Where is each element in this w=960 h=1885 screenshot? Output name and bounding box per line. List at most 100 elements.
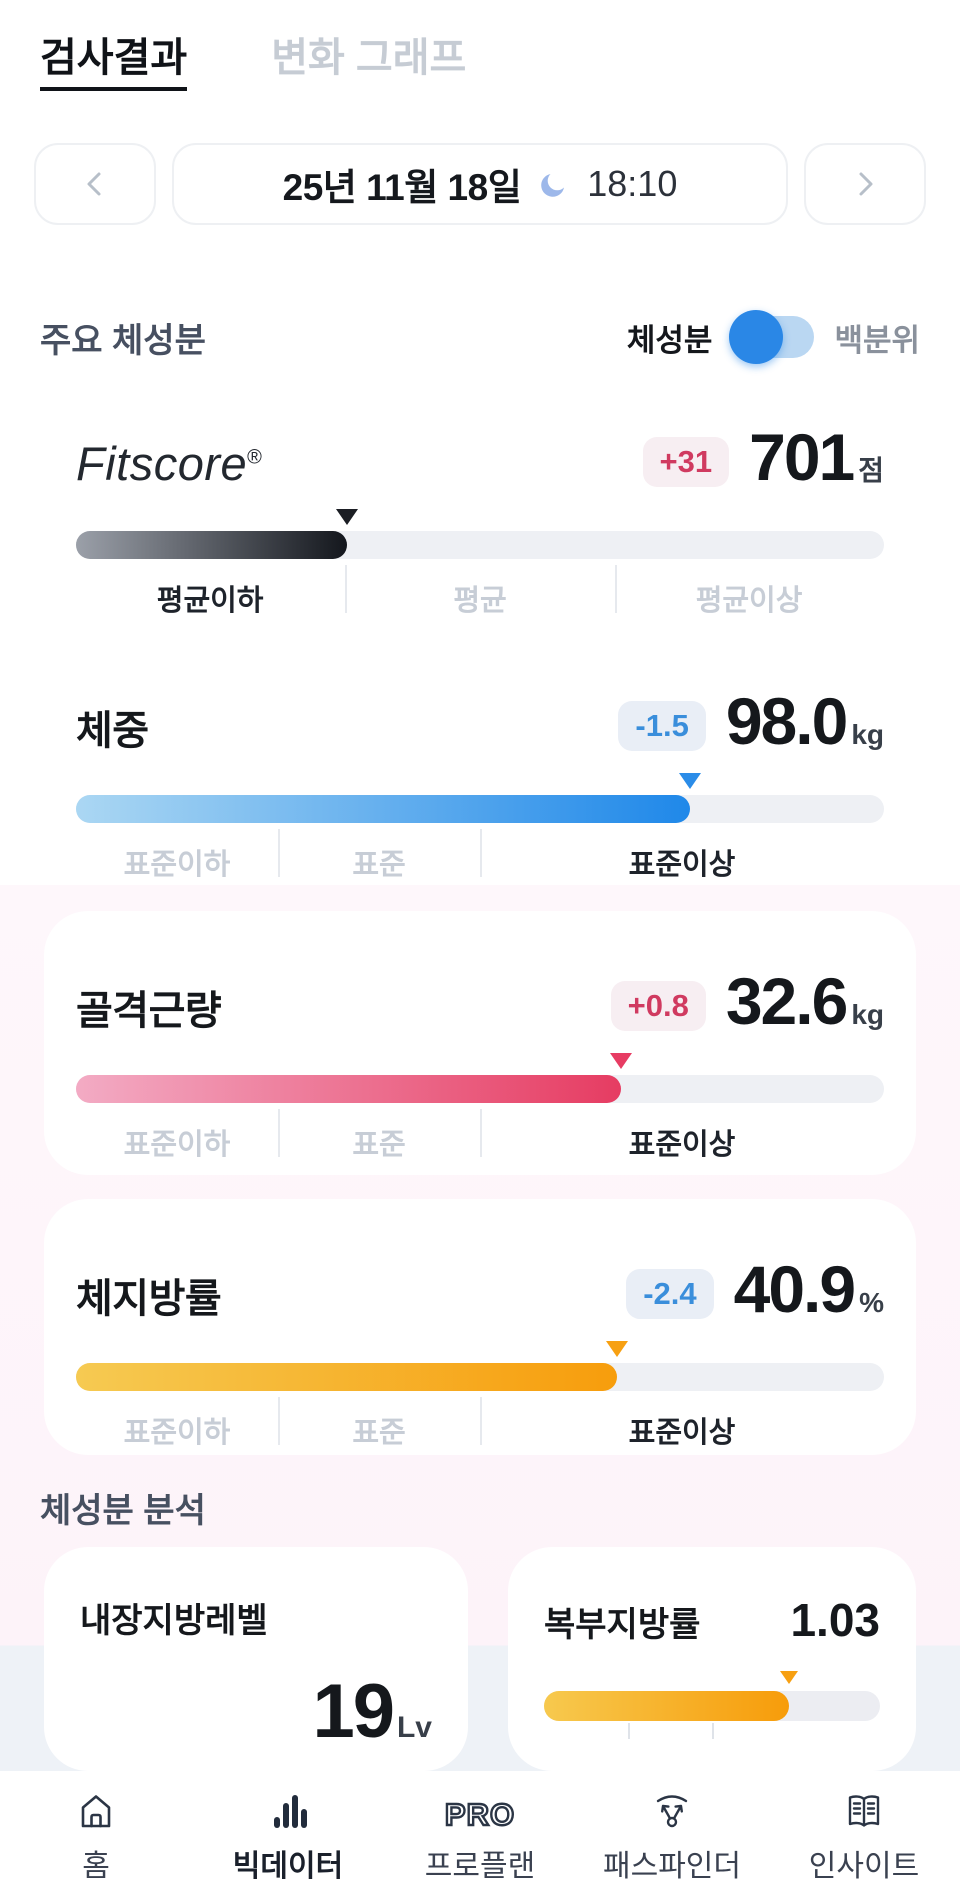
muscle-card: 골격근량 +0.8 32.6 kg 표준이하 표준 표준이상 [44,911,916,1175]
abdominal-fat-head: 복부지방률 1.03 [544,1593,880,1647]
chevron-left-icon [80,164,110,204]
zone-divider [480,1397,482,1445]
gauge-track [76,1341,884,1391]
zone-label: 평균이하 [156,585,264,617]
composition-percentile-toggle-group: 체성분 백분위 [626,310,920,364]
visceral-fat-label: 내장지방레벨 [80,1602,268,1640]
metric-head: Fitscore® +31 701 점 [76,419,884,495]
top-tabs: 검사결과 변화 그래프 [40,34,920,91]
tinted-lower-band: 골격근량 +0.8 32.6 kg 표준이하 표준 표준이상 체지방률 [0,885,960,1771]
delta-badge: +31 [642,437,730,487]
zone-label: 표준 [352,1129,406,1161]
metric-value-group: -2.4 40.9 % [626,1251,884,1327]
analysis-section-title: 체성분 분석 [40,1492,206,1530]
toggle-right-label[interactable]: 백분위 [834,322,920,358]
zone-label: 표준이상 [628,849,736,881]
nav-item-proplan[interactable]: PRO 프로플랜 [384,1771,576,1885]
metric-unit: kg [851,999,884,1030]
metric-head: 골격근량 +0.8 32.6 kg [76,963,884,1039]
toggle-knob [729,310,784,364]
metric-unit: 점 [858,455,884,486]
metric-name: 체중 [76,709,149,753]
gauge-fill [76,531,347,559]
gauge-zones: 표준이하 표준 표준이상 [76,1109,884,1165]
bar-chart-icon [266,1785,310,1833]
date-text: 25년 11월 18일 [282,167,522,208]
nav-label: 패스파인더 [603,1850,741,1883]
metric-value-group: +31 701 점 [642,419,884,495]
analysis-cards-row: 내장지방레벨 19 Lv 복부지방률 1.03 [44,1547,916,1771]
gauge-zones: 평균이하 평균 평균이상 [76,565,884,621]
nav-item-bigdata[interactable]: 빅데이터 [192,1771,384,1885]
gauge-zones: 표준이하 표준 표준이상 [76,829,884,885]
pro-badge-icon: PRO [444,1796,516,1833]
next-date-button[interactable] [804,143,926,225]
metric-value-group: -1.5 98.0 kg [618,683,884,759]
metric-value: 701 [749,420,855,494]
zone-divider [614,565,617,613]
zone-label: 표준이하 [123,1129,231,1161]
zone-label: 표준 [352,1417,406,1449]
metric-name: 체지방률 [76,1277,222,1321]
nav-item-home[interactable]: 홈 [0,1771,192,1885]
home-icon [74,1785,118,1833]
toggle-left-label[interactable]: 체성분 [626,322,713,358]
delta-badge: -2.4 [626,1269,714,1319]
book-icon [842,1785,886,1833]
chevron-right-icon [850,164,880,204]
date-display[interactable]: 25년 11월 18일 18:10 [172,143,788,225]
nav-item-insight[interactable]: 인사이트 [768,1771,960,1885]
view-mode-toggle[interactable] [729,310,815,364]
metric-bodyfat: 체지방률 -2.4 40.9 % 표준이하 표준 표준이상 [76,1251,884,1453]
metric-head: 체중 -1.5 98.0 kg [76,683,884,759]
abdominal-gauge-ticks [544,1721,880,1743]
metric-fitscore: Fitscore® +31 701 점 평균이하 평균 평균이상 [0,419,960,621]
moon-icon [537,167,571,201]
bodyfat-card: 체지방률 -2.4 40.9 % 표준이하 표준 표준이상 [44,1199,916,1455]
metric-muscle: 골격근량 +0.8 32.6 kg 표준이하 표준 표준이상 [76,963,884,1165]
main-section-header: 주요 체성분 체성분 백분위 [40,310,920,364]
nav-item-pathfinder[interactable]: 패스파인더 [576,1771,768,1885]
zone-divider [345,565,348,613]
registered-mark: ® [247,446,263,469]
abdominal-fat-value: 1.03 [790,1594,880,1646]
gauge-marker [679,773,702,789]
pathfinder-icon [650,1785,694,1833]
visceral-fat-unit: Lv [396,1711,432,1744]
gauge-marker [606,1341,629,1357]
nav-label: 프로플랜 [424,1850,536,1883]
zone-label: 표준이상 [628,1129,736,1161]
metric-value: 32.6 [725,964,848,1038]
fitscore-logo: Fitscore® [76,437,263,490]
gauge-marker [610,1053,633,1069]
time-text: 18:10 [587,163,678,204]
zone-label: 표준 [352,849,406,881]
visceral-fat-value: 19 [312,1669,395,1754]
abdominal-fat-card: 복부지방률 1.03 [508,1547,916,1771]
zone-divider [278,829,280,877]
delta-badge: -1.5 [618,701,706,751]
zone-divider [278,1109,280,1157]
tab-change-graph[interactable]: 변화 그래프 [271,36,467,80]
gauge-zones: 표준이하 표준 표준이상 [76,1397,884,1453]
zone-label: 표준이하 [123,1417,231,1449]
gauge-track [76,509,884,559]
metric-unit: kg [851,719,884,750]
tab-test-results[interactable]: 검사결과 [40,34,188,91]
metric-value: 40.9 [733,1252,856,1326]
abdominal-gauge-track [544,1671,880,1721]
date-navigation: 25년 11월 18일 18:10 [34,143,926,225]
zone-divider [480,829,482,877]
prev-date-button[interactable] [34,143,156,225]
gauge-fill [76,795,691,823]
nav-label: 빅데이터 [232,1850,344,1883]
gauge-fill [76,1363,618,1391]
zone-label: 평균 [453,585,507,617]
visceral-fat-card: 내장지방레벨 19 Lv [44,1547,468,1771]
zone-divider [278,1397,280,1445]
metric-head: 체지방률 -2.4 40.9 % [76,1251,884,1327]
nav-label: 홈 [82,1850,110,1883]
gauge-fill [544,1691,790,1721]
metric-value-group: +0.8 32.6 kg [610,963,884,1039]
